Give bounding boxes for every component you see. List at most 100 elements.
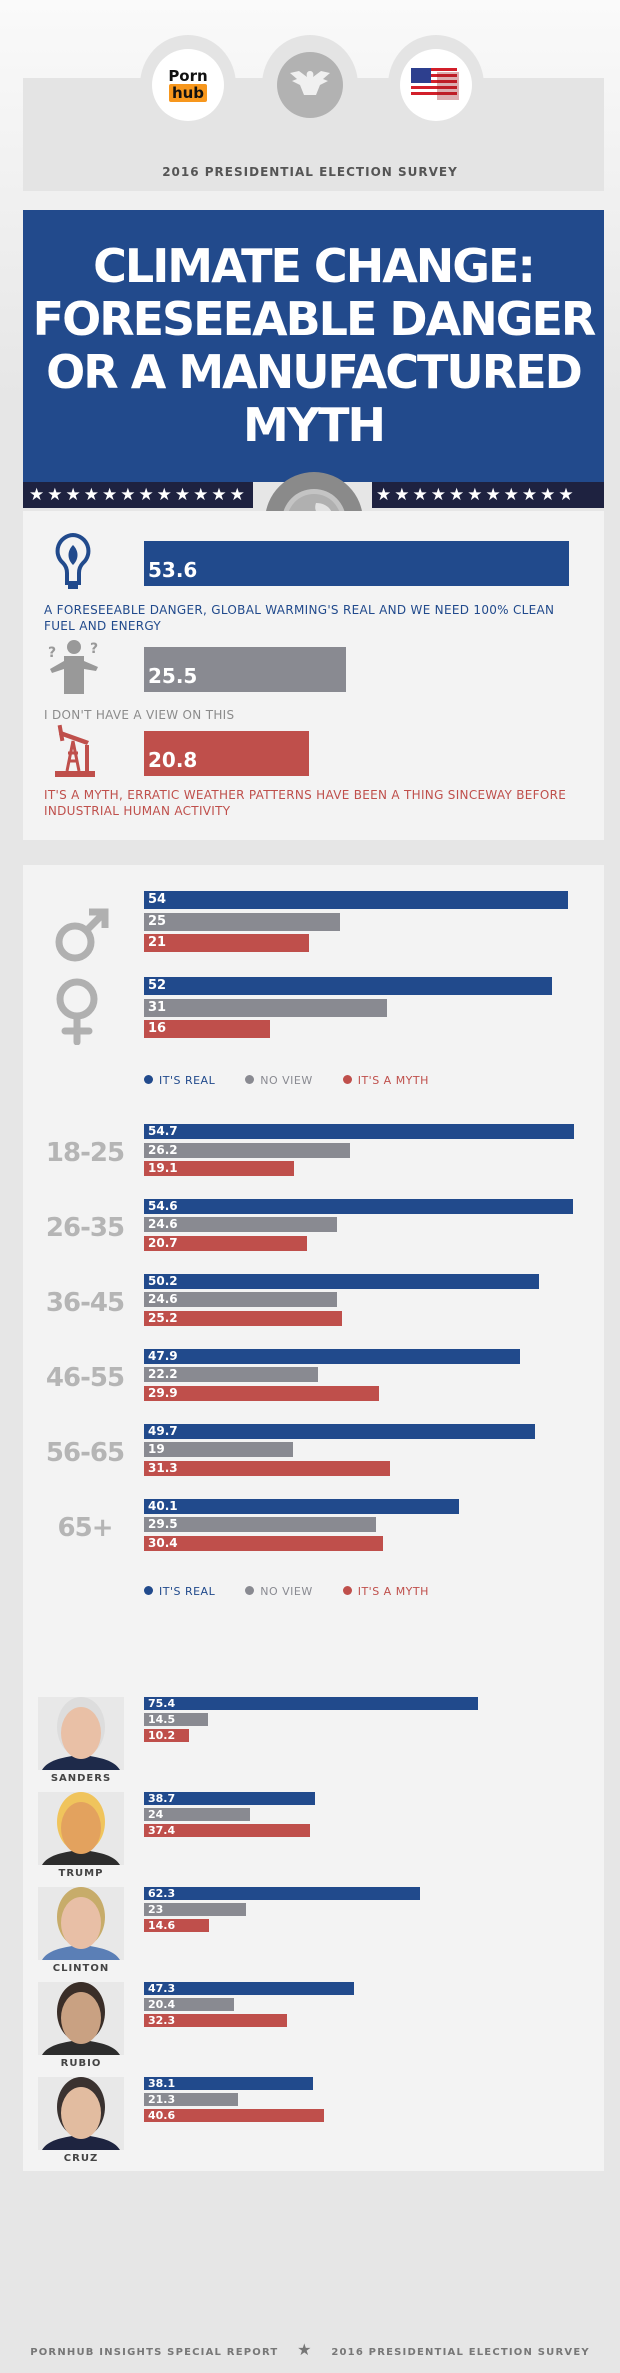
bar-series-real: 47.9: [144, 1348, 521, 1364]
legend-item-real: IT'S REAL: [144, 1585, 215, 1598]
legend-label: IT'S A MYTH: [357, 1074, 429, 1087]
bar-series-myth: 25.2: [144, 1310, 343, 1326]
logo-circle: Porn hub: [140, 35, 236, 135]
svg-text:?: ?: [48, 645, 56, 661]
bar-series-myth: 29.9: [144, 1385, 379, 1401]
legend-dot-icon: [342, 1586, 352, 1595]
star-icon: ★: [297, 2340, 313, 2359]
bar-series-real: 47.3: [144, 1982, 354, 1995]
bar-series-real: 54: [144, 891, 568, 909]
bar-series-no-view: 14.5: [144, 1713, 209, 1726]
legend-item-myth: IT'S A MYTH: [342, 1585, 429, 1598]
logo-text-bottom: hub: [168, 84, 208, 102]
us-flag-icon: [400, 49, 472, 121]
bar-series-myth: 19.1: [144, 1161, 295, 1176]
bar-series-no-view: 29.5: [144, 1517, 376, 1532]
legend-label: IT'S A MYTH: [357, 1585, 429, 1598]
legend-item-myth: IT'S A MYTH: [342, 1074, 429, 1087]
bar-series-real: 54.6: [144, 1198, 574, 1214]
overall-bar: 25.5: [144, 647, 347, 692]
candidate-portrait: [38, 1697, 124, 1770]
overall-bar: 20.8: [144, 731, 309, 776]
age-group-label: 65+: [57, 1512, 114, 1543]
age-group-label: 36-45: [45, 1287, 125, 1318]
bar-series-no-view: 19: [144, 1442, 294, 1458]
legend-item-none: NO VIEW: [245, 1585, 312, 1598]
legend-label: IT'S REAL: [159, 1585, 216, 1598]
candidate-name: SANDERS: [50, 1773, 112, 1784]
footer: PORNHUB INSIGHTS SPECIAL REPORT ★ 2016 P…: [0, 2340, 620, 2359]
survey-subtitle: 2016 PRESIDENTIAL ELECTION SURVEY: [162, 165, 458, 179]
bar-series-no-view: 21.3: [144, 2093, 239, 2106]
bar-series-real: 54.7: [144, 1124, 574, 1139]
svg-text:?: ?: [90, 641, 98, 657]
candidate-portrait: [38, 2077, 124, 2150]
footer-right-text: 2016 PRESIDENTIAL ELECTION SURVEY: [331, 2347, 590, 2358]
bar-series-no-view: 24: [144, 1808, 251, 1821]
bar-series-real: 38.7: [144, 1792, 316, 1805]
bar-series-real: 40.1: [144, 1498, 460, 1514]
legend-item-real: IT'S REAL: [144, 1074, 215, 1087]
bar-series-myth: 14.6: [144, 1919, 209, 1932]
legend: IT'S REAL NO VIEW IT'S A MYTH: [144, 1074, 429, 1087]
stars-right-icon: ★★★★★★★★★★★: [372, 482, 604, 508]
candidate-portrait: [38, 1792, 124, 1865]
bar-series-myth: 21: [144, 934, 309, 952]
male-symbol-icon: [55, 906, 109, 966]
title-line: MYTH: [243, 398, 386, 452]
candidate-name: CLINTON: [52, 1963, 110, 1974]
bar-series-myth: 31.3: [144, 1460, 391, 1476]
legend-label: NO VIEW: [260, 1074, 313, 1087]
bar-series-myth: 37.4: [144, 1824, 310, 1837]
bar-series-no-view: 24.6: [144, 1292, 338, 1308]
bar-series-real: 62.3: [144, 1887, 420, 1900]
bar-series-no-view: 25: [144, 912, 341, 931]
bar-series-no-view: 24.6: [144, 1217, 338, 1233]
bar-series-myth: 16: [144, 1020, 270, 1038]
candidate-name: RUBIO: [60, 2058, 102, 2069]
bar-series-no-view: 26.2: [144, 1142, 350, 1158]
legend-dot-icon: [342, 1075, 352, 1084]
flag-circle: [388, 35, 484, 135]
bar-series-no-view: 22.2: [144, 1367, 319, 1383]
logo-text-top: Porn: [168, 67, 208, 85]
bar-series-real: 50.2: [144, 1273, 539, 1289]
candidate-name: CRUZ: [63, 2153, 99, 2164]
candidate-name: TRUMP: [58, 1868, 104, 1879]
bar-series-no-view: 23: [144, 1903, 246, 1916]
stars-left-icon: ★★★★★★★★★★★★: [23, 482, 253, 508]
legend-dot-icon: [144, 1075, 153, 1084]
bar-series-real: 49.7: [144, 1423, 535, 1439]
confused-person-icon: ??: [42, 639, 106, 699]
bar-series-real: 75.4: [144, 1697, 479, 1710]
eagle-seal-icon: [277, 52, 343, 118]
bar-series-real: 52: [144, 977, 553, 995]
candidate-portrait: [38, 1887, 124, 1960]
seal-circle: [262, 35, 358, 135]
title-banner: [23, 210, 604, 482]
bar-series-myth: 32.3: [144, 2014, 288, 2027]
legend-label: NO VIEW: [260, 1585, 313, 1598]
legend-item-none: NO VIEW: [245, 1074, 312, 1087]
title-line: CLIMATE CHANGE:: [93, 239, 536, 293]
page-title: CLIMATE CHANGE: FORESEEABLE DANGER OR A …: [23, 240, 604, 452]
bar-series-no-view: 20.4: [144, 1998, 235, 2011]
legend-dot-icon: [144, 1586, 153, 1595]
age-group-label: 18-25: [45, 1138, 125, 1168]
overall-bar: 53.6: [144, 541, 570, 586]
bar-series-myth: 20.7: [144, 1235, 307, 1251]
age-group-label: 46-55: [45, 1362, 125, 1393]
bar-series-myth: 40.6: [144, 2109, 324, 2122]
title-line: FORESEEABLE DANGER: [32, 292, 597, 346]
candidate-portrait: [38, 1982, 124, 2055]
lightbulb-leaf-icon: [55, 532, 91, 597]
legend-dot-icon: [245, 1075, 255, 1084]
overall-description: IT'S A MYTH, ERRATIC WEATHER PATTERNS HA…: [44, 788, 567, 818]
overall-description: A FORESEEABLE DANGER, GLOBAL WARMING'S R…: [44, 603, 555, 633]
oil-pump-icon: [55, 723, 95, 783]
legend-dot-icon: [245, 1586, 255, 1595]
bar-series-myth: 10.2: [144, 1729, 190, 1742]
title-line: OR A MANUFACTURED: [46, 345, 583, 399]
legend: IT'S REAL NO VIEW IT'S A MYTH: [144, 1585, 429, 1598]
female-symbol-icon: [55, 977, 99, 1049]
